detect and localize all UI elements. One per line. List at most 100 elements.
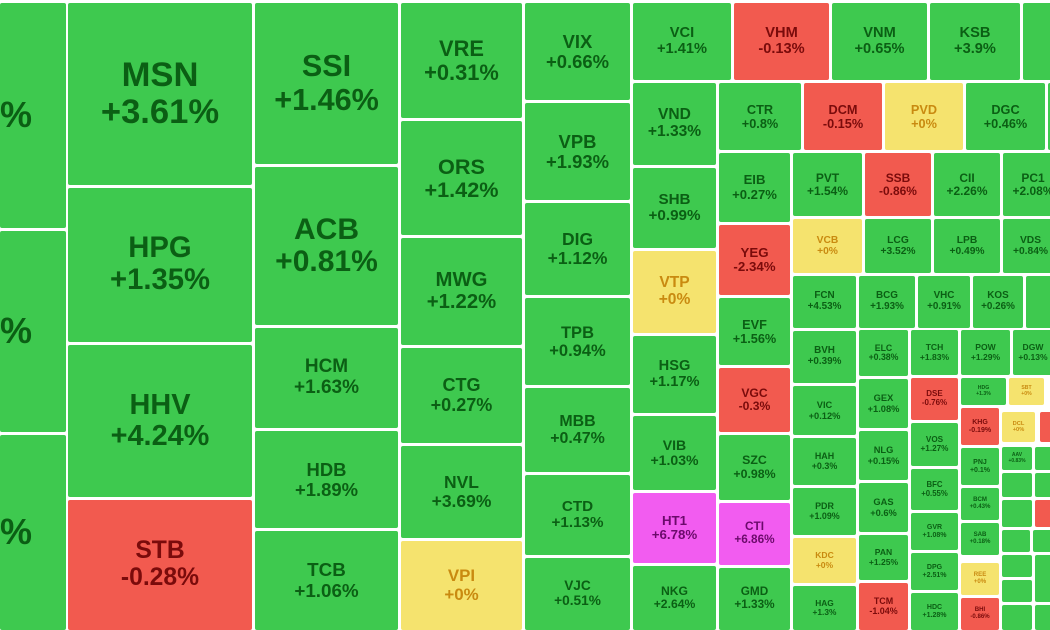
tile: MWG +1.22% [401, 238, 522, 345]
change-label: +1.17% [649, 373, 700, 390]
change-label: +2.08% [1012, 183, 1050, 198]
ticker-label: PVT [815, 170, 840, 185]
tile: DIG +1.12% [525, 203, 630, 295]
ticker-label: ACB [293, 212, 360, 246]
change-label: -0.28% [120, 564, 200, 591]
tile: ELC +0.38% [859, 330, 908, 376]
tile: SZC +0.98% [719, 435, 790, 500]
change-label: +3.69% [431, 491, 492, 511]
change-label: +0.55% [921, 488, 948, 498]
tile: VPB +1.93% [525, 103, 630, 200]
tile: HAG +1.3% [793, 586, 856, 630]
tile: PC1 +2.08% [1003, 153, 1050, 216]
change-label: +0.3% [811, 460, 838, 471]
tile: NLG +0.15% [859, 431, 908, 480]
tile: YEG -2.34% [719, 225, 790, 295]
tile: TCM -1.04% [859, 583, 908, 630]
tile: VIB +1.03% [633, 416, 716, 490]
tile: VOS +1.27% [911, 423, 958, 466]
ticker-label: ELC [874, 342, 893, 353]
tile [1002, 605, 1032, 630]
ticker-label: KHG [972, 418, 988, 426]
ticker-label: DGW [1022, 342, 1044, 353]
tile: VRE +0.31% [401, 3, 522, 118]
tile: PDR +1.09% [793, 488, 856, 535]
tile: BHI -0.86% [961, 598, 999, 630]
ticker-label: NKG [660, 583, 688, 598]
ticker-label: BCG [876, 290, 898, 302]
tile: KSB +3.9% [930, 3, 1020, 80]
change-label: +0% [817, 246, 838, 257]
ticker-label: GVR [926, 523, 943, 531]
tile: GEX +1.08% [859, 379, 908, 428]
ticker-label: VTP [659, 274, 690, 292]
tile: BCG +1.93% [859, 276, 915, 328]
tile: GVR +1.08% [911, 513, 958, 550]
change-label: +1.13% [551, 514, 604, 531]
tile: % [0, 435, 66, 630]
ticker-label: SBT [1021, 384, 1032, 391]
ticker-label: DCM [828, 101, 858, 117]
tile: PVT +1.54% [793, 153, 862, 216]
change-label: +1.06% [294, 579, 359, 601]
ticker-label: SZC [742, 453, 767, 468]
tile: KHG -0.19% [961, 408, 999, 445]
ticker-label: ORS [438, 153, 485, 179]
tile: FCN +4.53% [793, 276, 856, 328]
change-label: +1.33% [734, 598, 775, 611]
tile: HHV +4.24% [68, 345, 252, 497]
change-label: +0.1% [969, 466, 991, 474]
ticker-label: TPB [560, 322, 595, 342]
ticker-label: VPB [558, 130, 597, 152]
ticker-label: MBB [559, 412, 596, 430]
change-label: +4.53% [807, 301, 842, 312]
tile: TPB +0.94% [525, 298, 630, 385]
change-label: -0.86% [970, 613, 990, 620]
ticker-label: KOS [987, 290, 1009, 302]
change-label: +1.56% [732, 330, 777, 346]
ticker-label: EIB [743, 172, 766, 188]
tile: MBB +0.47% [525, 388, 630, 472]
tile: SHB +0.99% [633, 168, 716, 248]
tile: LPB +0.49% [934, 219, 1000, 273]
tile: POW +1.29% [961, 330, 1010, 375]
tile: VIC +0.12% [793, 386, 856, 435]
ticker-label: EVF [742, 316, 767, 332]
change-label: +1.46% [274, 82, 379, 117]
change-label: +0.47% [550, 430, 605, 447]
change-label: +2.51% [922, 571, 947, 579]
change-label: +1.83% [919, 351, 950, 362]
change-label: +1.63% [294, 377, 359, 398]
tile: NKG +2.64% [633, 566, 716, 630]
tile: KOS +0.26% [973, 276, 1023, 328]
tile [1002, 500, 1032, 527]
ticker-label: PDR [815, 500, 834, 511]
tile: ACB +0.81% [255, 167, 398, 325]
tile: AAV +0.83% [1002, 447, 1032, 470]
tile: CTI +6.86% [719, 503, 790, 565]
change-label: +1.29% [970, 351, 1001, 362]
tile: VCB +0% [793, 219, 862, 273]
ticker-label: VDS [1019, 234, 1042, 246]
tile: VND +1.33% [633, 83, 716, 165]
tile: SBT +0% [1009, 378, 1044, 405]
change-label: +0% [444, 584, 479, 604]
tile: VTP +0% [633, 251, 716, 333]
change-label: +1.3% [812, 607, 837, 617]
tile: HDB +1.89% [255, 431, 398, 528]
tile: HCM +1.63% [255, 328, 398, 428]
change-label: +0.94% [549, 340, 606, 360]
change-label: +0.84% [1012, 246, 1049, 257]
tile: PNJ +0.1% [961, 448, 999, 485]
ticker-label: BFC [926, 480, 943, 490]
change-label: +0.18% [969, 538, 991, 545]
tile: SSI +1.46% [255, 3, 398, 164]
change-label: +1.27% [920, 443, 949, 453]
change-label: % [0, 511, 33, 553]
ticker-label: CII [959, 170, 975, 185]
change-label: +2.26% [946, 183, 988, 198]
ticker-label: SSB [885, 170, 911, 185]
change-label: +0.6% [870, 507, 897, 518]
ticker-label: VIC [816, 400, 833, 411]
